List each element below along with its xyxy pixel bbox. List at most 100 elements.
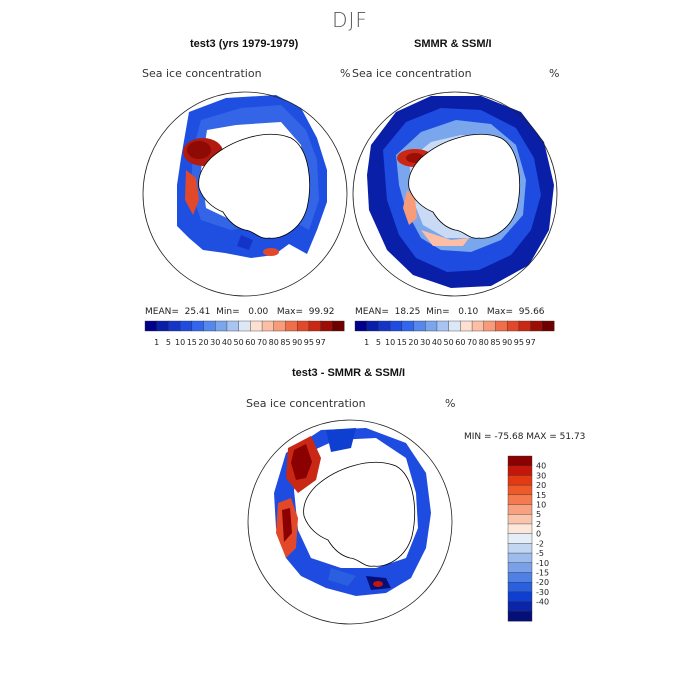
obs-colorbar-tick-label: 20: [408, 338, 418, 347]
model-stats: MEAN= 25.41 Min= 0.00 Max= 99.92: [145, 307, 335, 317]
obs-colorbar-swatch: [425, 320, 438, 332]
model-colorbar-swatch: [261, 320, 275, 332]
model-colorbar-tick-label: 50: [234, 338, 244, 347]
diff-colorbar-tick-label: -2: [536, 539, 544, 548]
diff-colorbar-swatch: [507, 514, 533, 525]
season-title: DJF: [332, 8, 368, 32]
model-colorbar-tick-label: 30: [210, 338, 220, 347]
model-panel-title: test3 (yrs 1979-1979): [190, 38, 299, 50]
obs-colorbar-tick-label: 90: [502, 338, 512, 347]
model-colorbar-swatch: [203, 320, 216, 332]
obs-colorbar-swatch: [413, 320, 426, 332]
model-colorbar-swatch: [215, 320, 228, 332]
diff-colorbar-swatch: [507, 533, 533, 544]
diff-colorbar-swatch: [507, 484, 533, 496]
model-colorbar-tick-label: 1: [154, 338, 159, 347]
model-colorbar-tick-label: 70: [257, 338, 267, 347]
diff-colorbar-tick-label: 0: [536, 530, 541, 539]
model-colorbar-swatch: [191, 320, 205, 332]
obs-colorbar-swatch: [448, 320, 461, 332]
model-colorbar-swatch: [250, 320, 263, 332]
obs-colorbar-tick-label: 85: [490, 338, 500, 347]
model-colorbar-swatch: [168, 320, 181, 332]
obs-colorbar-tick-label: 1: [364, 338, 369, 347]
diff-variable-label: Sea ice concentration: [246, 397, 366, 410]
obs-colorbar: 1 5 10 15 20 30 40 50 60 70 80 85 90 95 97: [354, 320, 555, 347]
obs-colorbar-tick-label: 15: [397, 338, 407, 347]
obs-antarctica-outline: [408, 134, 520, 239]
obs-polar-map: [352, 91, 558, 297]
diff-map-boundary: [247, 419, 453, 625]
model-colorbar-swatch: [296, 320, 310, 332]
obs-units-label: %: [549, 67, 560, 80]
diff-colorbar-swatch: [507, 552, 533, 564]
obs-colorbar-swatch: [401, 320, 415, 332]
diff-colorbar-tick-label: 10: [536, 501, 546, 510]
model-colorbar: 1 5 10 15 20 30 40 50 60 70 80 85 90 95 97: [144, 320, 345, 347]
obs-colorbar-tick-label: 5: [376, 338, 381, 347]
diff-colorbar-swatch: [507, 465, 533, 476]
diff-colorbar-swatch: [507, 601, 533, 612]
diff-colorbar-tick-label: 30: [536, 471, 546, 480]
obs-colorbar-tick-label: 10: [385, 338, 395, 347]
model-colorbar-swatch: [238, 320, 251, 332]
obs-colorbar-swatch: [436, 320, 450, 332]
diff-colorbar-swatch: [507, 591, 533, 603]
diff-colorbar-swatch: [507, 572, 533, 583]
diff-colorbar-swatch: [507, 581, 533, 593]
diff-polar-map: [247, 419, 453, 625]
diff-colorbar-tick-label: 2: [536, 520, 541, 529]
model-units-label: %: [340, 67, 351, 80]
obs-colorbar-tick-label: 30: [420, 338, 430, 347]
obs-colorbar-tick-label: 60: [455, 338, 465, 347]
model-colorbar-tick-label: 15: [187, 338, 197, 347]
diff-colorbar-swatch: [507, 455, 533, 467]
obs-colorbar-swatch: [506, 320, 520, 332]
diff-colorbar-tick-label: -30: [536, 588, 549, 597]
model-variable-label: Sea ice concentration: [142, 67, 262, 80]
obs-colorbar-swatch: [460, 320, 473, 332]
obs-colorbar-tick-label: 50: [444, 338, 454, 347]
diff-colorbar-tick-label: -10: [536, 559, 549, 568]
diff-colorbar-swatch: [507, 504, 533, 515]
model-colorbar-tick-label: 85: [280, 338, 290, 347]
diff-panel-title: test3 - SMMR & SSM/I: [292, 367, 406, 379]
model-colorbar-tick-label: 95: [304, 338, 314, 347]
diff-colorbar-tick-label: 5: [536, 510, 541, 519]
model-colorbar-tick-label: 97: [315, 338, 325, 347]
diff-colorbar-tick-label: -15: [536, 568, 549, 577]
model-map-boundary: [142, 91, 348, 297]
diff-units-label: %: [445, 397, 456, 410]
model-colorbar-tick-label: 20: [198, 338, 208, 347]
obs-colorbar-swatch: [542, 320, 555, 332]
model-colorbar-swatch: [273, 320, 286, 332]
obs-colorbar-swatch: [354, 320, 368, 332]
diff-antarctica-outline: [303, 462, 415, 567]
obs-colorbar-swatch: [389, 320, 403, 332]
obs-colorbar-tick-label: 70: [467, 338, 477, 347]
model-colorbar-swatch: [144, 320, 158, 332]
diff-colorbar-tick-label: 15: [536, 491, 546, 500]
model-colorbar-tick-label: 60: [245, 338, 255, 347]
diff-colorbar-swatch: [507, 543, 533, 554]
diff-colorbar-tick-label: -40: [536, 598, 549, 607]
diff-colorbar-swatch: [507, 611, 533, 622]
diff-minmax: MIN = -75.68 MAX = 51.73: [464, 432, 586, 442]
obs-stats: MEAN= 18.25 Min= 0.10 Max= 95.66: [355, 307, 545, 317]
diff-colorbar-tick-label: -20: [536, 578, 549, 587]
obs-colorbar-swatch: [366, 320, 379, 332]
obs-variable-label: Sea ice concentration: [352, 67, 472, 80]
model-colorbar-swatch: [179, 320, 193, 332]
obs-colorbar-swatch: [495, 320, 508, 332]
model-colorbar-tick-label: 80: [269, 338, 279, 347]
obs-colorbar-swatch: [518, 320, 532, 332]
model-colorbar-swatch: [332, 320, 345, 332]
diff-colorbar-swatch: [507, 494, 533, 506]
obs-colorbar-swatch: [530, 320, 543, 332]
model-colorbar-tick-label: 5: [166, 338, 171, 347]
diff-colorbar-tick-label: 20: [536, 481, 546, 490]
model-colorbar-swatch: [308, 320, 322, 332]
diff-colorbar-tick-label: 40: [536, 462, 546, 471]
